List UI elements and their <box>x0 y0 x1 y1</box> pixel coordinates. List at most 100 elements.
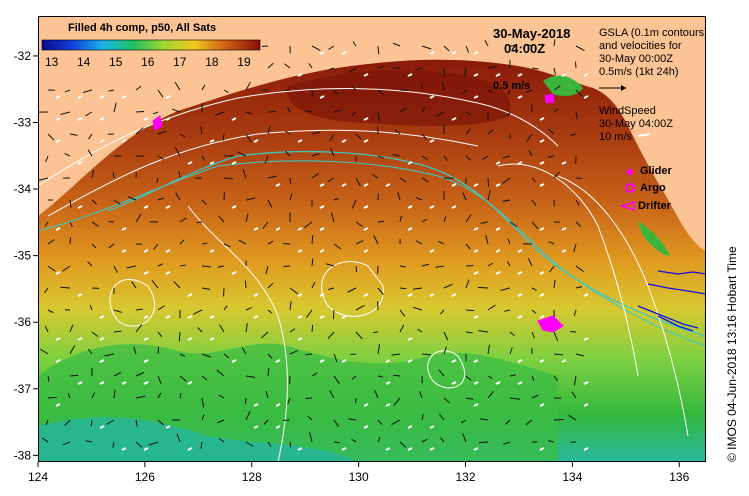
current-vector <box>465 309 474 312</box>
wind-vector <box>583 447 589 451</box>
wind-vector <box>165 95 171 99</box>
current-vector <box>112 441 115 448</box>
wind-vector <box>319 183 325 187</box>
gsla-line-2: and velocities for <box>599 40 682 52</box>
current-vector <box>462 89 467 95</box>
current-vector <box>311 258 314 267</box>
latitude-axis: -32 -33 -34 -35 -36 -37 -38 <box>14 49 38 462</box>
wind-vector <box>561 359 567 363</box>
wind-vector <box>407 161 413 165</box>
wind-vector <box>319 249 325 253</box>
current-vector <box>507 111 511 117</box>
wind-vector <box>517 95 523 99</box>
current-vector <box>108 89 115 92</box>
current-vector <box>126 265 137 269</box>
wind-vector <box>165 271 171 275</box>
current-vector <box>465 331 473 334</box>
wind-vector <box>451 183 457 187</box>
current-vector <box>393 397 401 406</box>
current-vector <box>443 216 447 223</box>
wind-vector <box>77 337 83 341</box>
current-vector <box>525 133 533 143</box>
wind-vector <box>539 359 545 363</box>
current-vector <box>245 111 253 115</box>
current-vector <box>67 393 71 399</box>
current-vector <box>305 110 313 113</box>
wind-vector <box>407 447 413 451</box>
current-vector <box>47 265 56 272</box>
wind-vector <box>539 271 545 275</box>
current-vector <box>412 287 423 290</box>
drifter-marker <box>537 315 564 333</box>
current-vector <box>242 169 247 179</box>
legend-title: Filled 4h comp, p50, All Sats <box>68 22 216 34</box>
wind-vector <box>319 205 325 209</box>
current-vector <box>108 243 115 249</box>
current-vector <box>531 331 535 339</box>
lat-tick-label: -36 <box>14 315 32 329</box>
current-vector <box>377 375 384 378</box>
current-vector <box>260 331 269 339</box>
current-vector <box>392 42 401 47</box>
wind-vector <box>495 161 501 165</box>
current-vector <box>135 308 143 311</box>
wind-line-3: 10 m/s <box>599 131 633 143</box>
wind-vector <box>231 117 237 121</box>
current-vector <box>201 353 212 358</box>
current-vector <box>462 192 467 201</box>
current-vector <box>311 45 321 51</box>
current-vector <box>104 353 115 357</box>
current-vector <box>223 305 228 311</box>
current-vector <box>351 438 357 443</box>
wind-vector <box>121 139 127 143</box>
wind-vector <box>143 315 149 319</box>
current-vector <box>417 328 423 333</box>
current-vector <box>440 309 445 315</box>
current-vector <box>500 287 511 291</box>
current-vector <box>465 128 472 135</box>
current-vector <box>553 171 560 179</box>
current-vector <box>217 265 225 268</box>
lat-tick-label: -34 <box>14 182 32 196</box>
current-vector <box>415 197 423 201</box>
wind-vector <box>473 271 479 275</box>
wind-vector <box>583 381 589 385</box>
current-vector <box>69 133 78 136</box>
current-vector <box>328 67 335 71</box>
wind-scale-arrow <box>637 133 651 137</box>
wind-vector <box>231 271 237 275</box>
current-vector <box>311 235 314 245</box>
wind-vector <box>473 183 479 187</box>
wind-vector <box>275 425 281 429</box>
wind-vector <box>143 271 149 275</box>
wind-vector <box>99 381 105 385</box>
current-vector <box>289 193 293 201</box>
wind-vector <box>363 117 369 121</box>
current-vector <box>525 43 533 47</box>
current-vector <box>201 287 211 290</box>
lon-tick-label: 128 <box>242 470 262 484</box>
wind-vector <box>99 425 105 429</box>
current-vector <box>487 190 491 201</box>
wind-vector <box>99 359 105 363</box>
wind-vector <box>77 293 83 297</box>
current-vector <box>527 257 533 267</box>
current-vector <box>264 155 269 164</box>
argo-legend-icon <box>625 183 635 193</box>
current-vector <box>45 419 49 426</box>
current-vector <box>487 390 495 399</box>
wind-vector <box>319 315 325 319</box>
current-vector <box>267 240 274 245</box>
wind-vector <box>77 95 83 99</box>
current-vector <box>267 199 273 208</box>
current-vector <box>175 192 181 201</box>
current-vector <box>412 306 423 311</box>
current-vector <box>112 172 115 179</box>
current-vector <box>414 67 423 71</box>
wind-vector <box>407 227 413 231</box>
wind-vector <box>385 183 391 187</box>
current-vector <box>570 133 577 136</box>
current-vector <box>131 281 137 289</box>
current-vector <box>465 111 472 116</box>
current-vector <box>575 199 580 206</box>
